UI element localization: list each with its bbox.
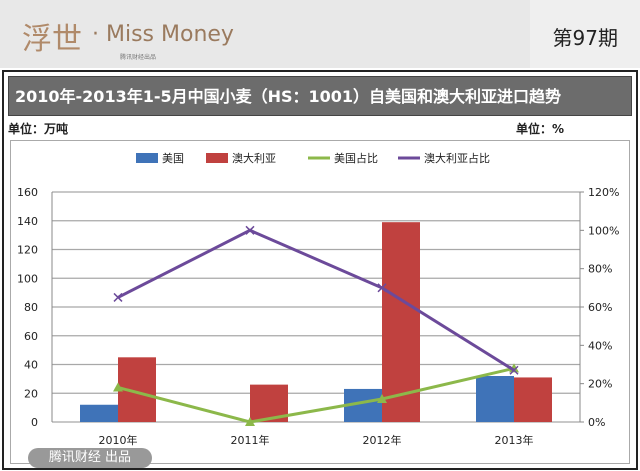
right-unit: 单位：%: [516, 122, 565, 136]
legend-swatch: [206, 153, 228, 163]
bar-澳大利亚: [382, 222, 420, 422]
issue-box: 第97期: [530, 0, 640, 68]
line-美国占比: [117, 366, 515, 424]
legend-swatch: [136, 153, 158, 163]
y-tick-label: 80: [24, 301, 38, 314]
x-tick-label: 2012年: [363, 433, 402, 447]
header: 浮世 · Miss Money 腾讯财经出品 第97期: [0, 0, 640, 68]
legend-label: 美国: [162, 152, 184, 165]
plot-box: [10, 140, 630, 464]
bar-美国: [476, 376, 514, 422]
y2-tick-label: 0%: [588, 416, 605, 429]
marker: [245, 225, 255, 235]
marker: [245, 417, 255, 426]
y2-tick-label: 40%: [588, 339, 612, 352]
x-tick-label: 2013年: [495, 433, 534, 447]
marker: [377, 283, 387, 293]
legend-label: 澳大利亚: [232, 151, 276, 165]
y-tick-label: 20: [24, 387, 38, 400]
left-unit: 单位：万吨: [8, 122, 69, 136]
y-tick-label: 160: [17, 186, 38, 199]
y-tick-label: 60: [24, 330, 38, 343]
marker: [509, 365, 519, 375]
line-澳大利亚占比: [117, 228, 515, 372]
y2-tick-label: 80%: [588, 263, 612, 276]
marker: [377, 394, 387, 403]
y-tick-label: 100: [17, 272, 38, 285]
brand-subtitle: 腾讯财经出品: [120, 54, 157, 61]
y-tick-label: 0: [31, 416, 38, 429]
y-tick-label: 120: [17, 244, 38, 257]
y2-tick-label: 100%: [588, 224, 619, 237]
chart-title: 2010年-2013年1-5月中国小麦（HS：1001）自美国和澳大利亚进口趋势: [8, 76, 632, 116]
marker: [113, 292, 123, 302]
y2-tick-label: 20%: [588, 378, 612, 391]
issue-number: 第97期: [552, 26, 618, 50]
y-tick-label: 140: [17, 215, 38, 228]
legend-label: 澳大利亚占比: [424, 151, 490, 165]
marker: [113, 382, 123, 392]
logo: 浮世: [22, 22, 82, 57]
y2-tick-label: 60%: [588, 301, 612, 314]
x-tick-label: 2010年: [99, 433, 138, 447]
watermark: 腾讯财经 出品: [28, 448, 152, 468]
bar-澳大利亚: [514, 377, 552, 422]
y-tick-label: 40: [24, 359, 38, 372]
y2-tick-label: 120%: [588, 186, 619, 199]
brand-name: · Miss Money: [92, 22, 234, 47]
x-tick-label: 2011年: [231, 433, 270, 447]
bar-美国: [80, 404, 118, 422]
legend-label: 美国占比: [334, 151, 378, 165]
